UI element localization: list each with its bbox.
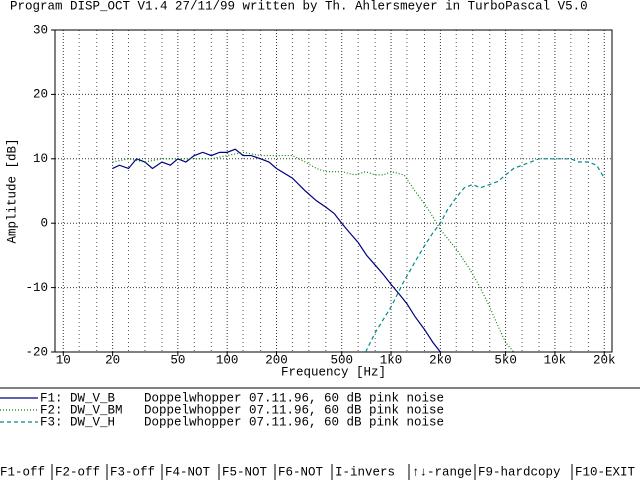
series-line bbox=[365, 158, 605, 352]
legend-label: F3: DW_V_H bbox=[40, 415, 115, 429]
function-key[interactable]: F3-off bbox=[110, 465, 155, 479]
x-tick-label: 500 bbox=[330, 353, 353, 367]
y-tick-label: 10 bbox=[33, 152, 48, 166]
x-tick-label: 1k0 bbox=[380, 353, 403, 367]
plot-lines bbox=[112, 148, 605, 352]
function-key[interactable]: F4-NOT bbox=[165, 465, 211, 479]
y-axis-label: Amplitude [dB] bbox=[5, 138, 19, 243]
x-tick-label: 10k bbox=[544, 353, 567, 367]
y-tick-label: 20 bbox=[33, 88, 48, 102]
program-title: Program DISP_OCT V1.4 27/11/99 written b… bbox=[10, 0, 588, 13]
y-tick-label: -10 bbox=[25, 281, 48, 295]
function-key[interactable]: F9-hardcopy bbox=[478, 465, 561, 479]
y-tick-label: 30 bbox=[33, 23, 48, 37]
x-tick-label: 5k0 bbox=[494, 353, 517, 367]
series-line bbox=[112, 148, 441, 352]
x-tick-label: 2k0 bbox=[429, 353, 452, 367]
function-key[interactable]: F2-off bbox=[55, 465, 100, 479]
series-line bbox=[112, 151, 515, 352]
plot-frame bbox=[54, 29, 613, 353]
function-key[interactable]: F6-NOT bbox=[278, 465, 324, 479]
function-key[interactable]: I-invers bbox=[335, 465, 395, 479]
function-key[interactable]: F10-EXIT bbox=[575, 465, 636, 479]
x-tick-label: 10 bbox=[56, 353, 71, 367]
legend-description: Doppelwhopper 07.11.96, 60 dB pink noise bbox=[144, 403, 444, 417]
x-tick-label: 100 bbox=[216, 353, 239, 367]
legend-label: F2: DW_V_BM bbox=[40, 403, 123, 417]
x-tick-label: 20 bbox=[105, 353, 120, 367]
legend-description: Doppelwhopper 07.11.96, 60 dB pink noise bbox=[144, 415, 444, 429]
legend-label: F1: DW_V_B bbox=[40, 391, 116, 405]
y-tick-label: -20 bbox=[25, 345, 48, 359]
y-tick-label: 0 bbox=[40, 216, 48, 230]
function-key[interactable]: F1-off bbox=[0, 465, 45, 479]
x-tick-label: 200 bbox=[265, 353, 288, 367]
x-tick-label: 20k bbox=[593, 353, 616, 367]
x-tick-label: 50 bbox=[170, 353, 185, 367]
x-axis-label: Frequency [Hz] bbox=[281, 365, 386, 379]
function-key[interactable]: ↑↓-range bbox=[412, 465, 472, 479]
function-key[interactable]: F5-NOT bbox=[222, 465, 268, 479]
legend-description: Doppelwhopper 07.11.96, 60 dB pink noise bbox=[144, 391, 444, 405]
